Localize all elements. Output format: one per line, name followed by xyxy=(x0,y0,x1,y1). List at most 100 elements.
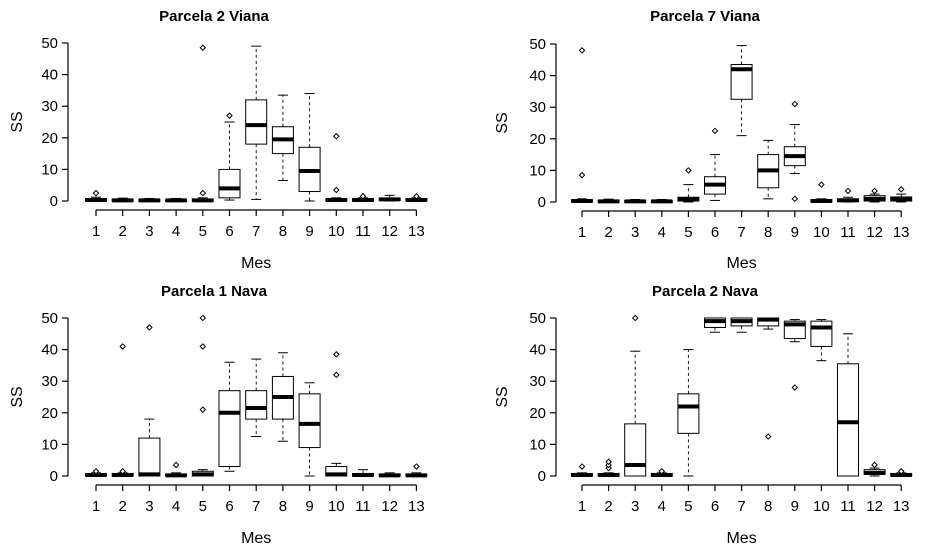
y-tick-label: 20 xyxy=(41,130,58,147)
outlier-point xyxy=(791,100,799,108)
y-tick-label: 10 xyxy=(41,436,58,453)
x-tick-label: 12 xyxy=(866,224,883,241)
x-tick-label: 9 xyxy=(305,498,313,515)
outlier-point xyxy=(119,467,127,475)
x-tick-label: 5 xyxy=(199,498,207,515)
y-tick-label: 20 xyxy=(41,405,58,422)
x-tick-label: 3 xyxy=(631,224,639,241)
outlier-point xyxy=(92,189,100,197)
y-tick-label: 50 xyxy=(529,310,546,327)
iqr-box xyxy=(810,320,833,347)
y-tick-label: 0 xyxy=(50,468,58,485)
y-tick-label: 40 xyxy=(529,342,546,359)
box-month-1 xyxy=(85,189,107,203)
x-tick-label: 8 xyxy=(764,224,772,241)
x-tick-label: 13 xyxy=(408,223,425,240)
outlier-point xyxy=(578,463,586,470)
y-tick-label: 10 xyxy=(529,436,546,453)
y-tick-label: 30 xyxy=(529,373,546,390)
outlier-point xyxy=(199,189,207,197)
y-tick-label: 50 xyxy=(41,310,58,327)
x-tick-label: 13 xyxy=(893,498,910,515)
y-tick-label: 50 xyxy=(529,36,546,53)
y-axis-label: SS xyxy=(9,386,26,407)
box-month-1 xyxy=(571,47,593,204)
x-tick-label: 6 xyxy=(225,223,233,240)
box-month-9 xyxy=(298,382,321,477)
outlier-point xyxy=(764,433,772,440)
x-tick-label: 4 xyxy=(172,498,180,515)
box-month-10 xyxy=(325,351,348,477)
outlier-point xyxy=(791,195,799,203)
x-tick-label: 3 xyxy=(631,498,639,515)
iqr-box xyxy=(298,393,321,449)
outlier-point xyxy=(605,458,612,466)
box-month-13 xyxy=(405,463,428,478)
box-month-10 xyxy=(810,319,833,362)
box-month-2 xyxy=(111,197,134,203)
x-tick-label: 5 xyxy=(684,498,692,515)
x-tick-label: 4 xyxy=(172,223,180,240)
box-month-13 xyxy=(405,192,428,203)
iqr-box xyxy=(730,64,753,100)
x-tick-label: 9 xyxy=(791,498,799,515)
x-axis-label: Mes xyxy=(241,255,271,272)
x-tick-label: 7 xyxy=(252,223,260,240)
x-tick-label: 11 xyxy=(355,223,371,240)
x-tick-label: 6 xyxy=(711,224,719,241)
y-tick-label: 40 xyxy=(529,68,546,85)
x-tick-label: 8 xyxy=(279,223,287,240)
outlier-point xyxy=(199,343,207,350)
x-axis-label: Mes xyxy=(726,255,756,272)
y-tick-label: 0 xyxy=(50,193,58,210)
box-month-12 xyxy=(863,187,886,203)
x-tick-label: 2 xyxy=(119,498,127,515)
x-tick-label: 2 xyxy=(119,223,127,240)
box-month-12 xyxy=(863,461,886,477)
iqr-box xyxy=(245,390,268,420)
y-tick-label: 10 xyxy=(41,161,58,178)
box-month-4 xyxy=(165,461,188,478)
x-tick-label: 11 xyxy=(840,498,856,515)
x-tick-label: 13 xyxy=(893,224,910,241)
box-month-5 xyxy=(191,44,214,203)
x-tick-label: 10 xyxy=(328,223,345,240)
outlier-point xyxy=(332,132,340,140)
box-month-11 xyxy=(837,187,859,203)
x-tick-label: 8 xyxy=(279,498,287,515)
outlier-point xyxy=(871,187,878,195)
box-month-13 xyxy=(890,467,913,478)
box-month-2 xyxy=(597,198,620,204)
box-month-10 xyxy=(325,132,348,203)
box-month-8 xyxy=(271,94,294,181)
outlier-point xyxy=(711,127,719,135)
outlier-point xyxy=(332,186,340,194)
x-tick-label: 10 xyxy=(328,498,345,515)
y-tick-label: 40 xyxy=(41,342,58,359)
x-tick-label: 6 xyxy=(711,498,719,515)
x-tick-label: 6 xyxy=(225,498,233,515)
box-month-9 xyxy=(783,319,806,391)
x-tick-label: 3 xyxy=(145,223,153,240)
box-month-5 xyxy=(677,349,700,477)
y-tick-label: 0 xyxy=(538,468,546,485)
x-tick-label: 8 xyxy=(764,498,772,515)
y-axis-label: SS xyxy=(494,112,511,133)
outlier-point xyxy=(199,314,207,322)
box-month-9 xyxy=(298,93,321,202)
outlier-point xyxy=(413,463,420,470)
x-tick-label: 12 xyxy=(381,223,398,240)
outlier-point xyxy=(658,467,666,475)
box-month-6 xyxy=(218,112,241,201)
outlier-point xyxy=(631,314,639,322)
y-tick-label: 0 xyxy=(538,194,546,211)
box-month-10 xyxy=(810,181,833,204)
box-month-6 xyxy=(704,127,726,201)
box-month-12 xyxy=(378,194,401,202)
box-month-8 xyxy=(757,317,780,440)
x-tick-label: 3 xyxy=(145,498,153,515)
